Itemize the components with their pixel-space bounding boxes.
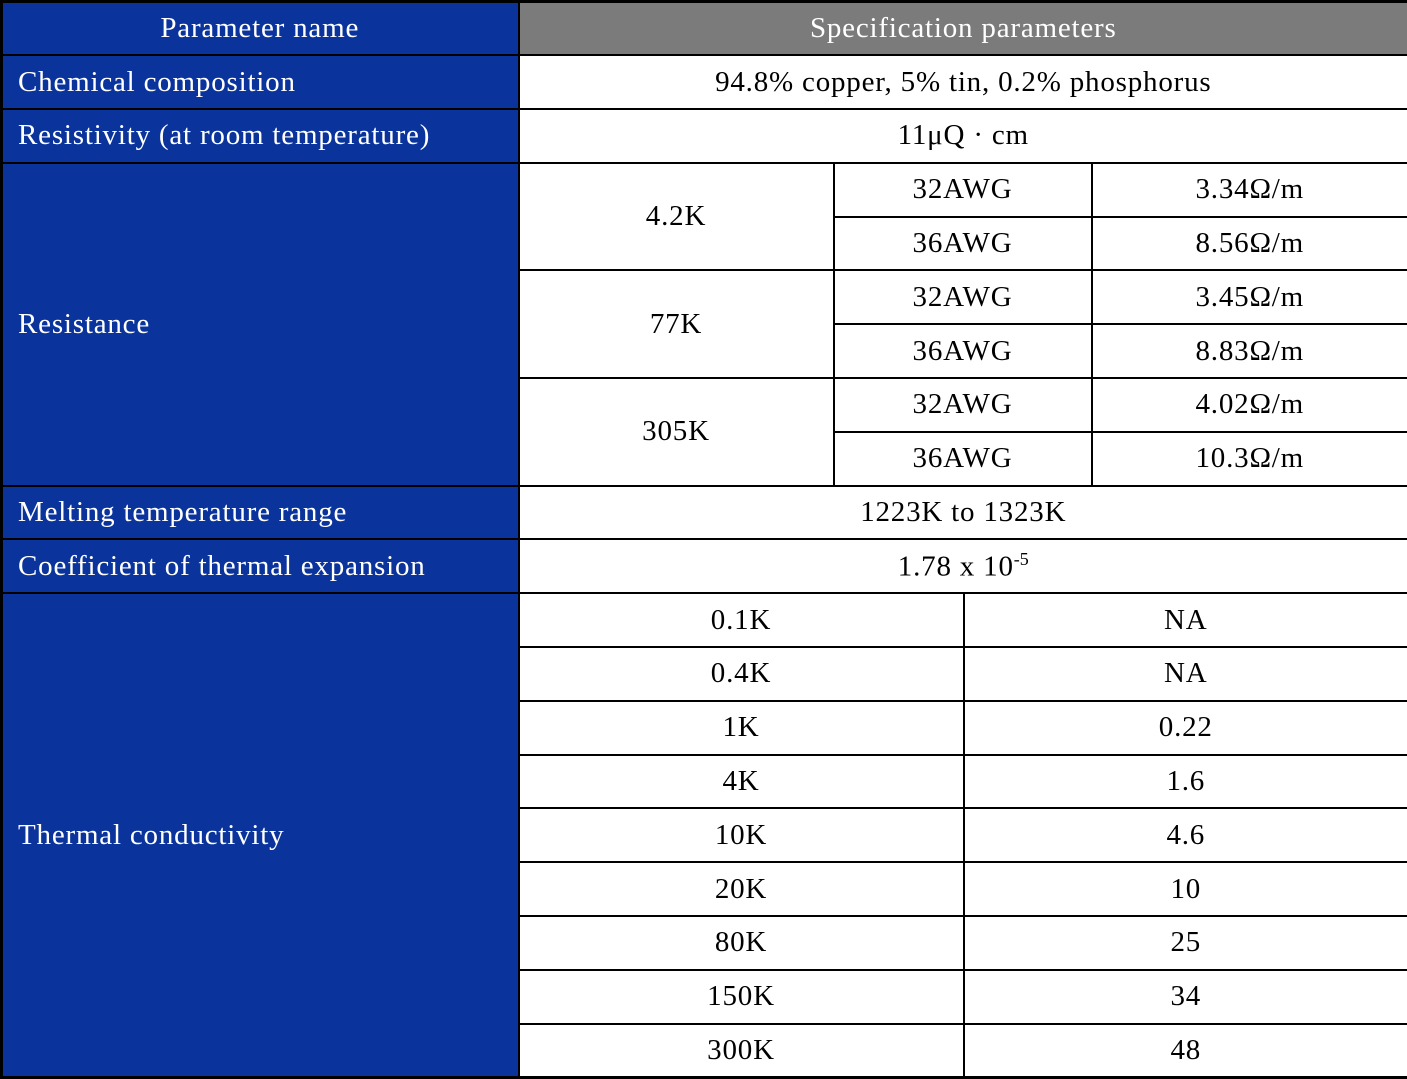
thermal-value-cell: 25 — [964, 916, 1407, 970]
thermal-value-cell: 34 — [964, 970, 1407, 1024]
param-label-thermal-expansion: Coefficient of thermal expansion — [2, 539, 519, 593]
thermal-value-cell: NA — [964, 593, 1407, 647]
thermal-temp-cell: 1K — [519, 701, 964, 755]
thermal-value-cell: 1.6 — [964, 755, 1407, 809]
param-label-melting-range: Melting temperature range — [2, 486, 519, 540]
resistance-gauge-cell: 32AWG — [834, 270, 1092, 324]
table-row: Chemical composition 94.8% copper, 5% ti… — [2, 55, 1407, 109]
thermal-temp-cell: 0.1K — [519, 593, 964, 647]
param-label-chemical-composition: Chemical composition — [2, 55, 519, 109]
header-row: Parameter name Specification parameters — [2, 2, 1407, 56]
table-row: Resistivity (at room temperature) 11μQ ·… — [2, 109, 1407, 163]
resistance-value-cell: 8.83Ω/m — [1092, 324, 1407, 378]
value-chemical-composition: 94.8% copper, 5% tin, 0.2% phosphorus — [519, 55, 1407, 109]
resistance-value-cell: 4.02Ω/m — [1092, 378, 1407, 432]
value-melting-range: 1223K to 1323K — [519, 486, 1407, 540]
spec-params-header: Specification parameters — [519, 2, 1407, 56]
resistance-temp-4-2k: 4.2K — [519, 163, 834, 271]
table-row: Resistance 4.2K 32AWG 3.34Ω/m — [2, 163, 1407, 217]
expansion-base: 1.78 x 10 — [898, 551, 1014, 583]
thermal-temp-cell: 10K — [519, 808, 964, 862]
thermal-temp-cell: 80K — [519, 916, 964, 970]
resistance-gauge-cell: 36AWG — [834, 432, 1092, 486]
expansion-exponent: -5 — [1014, 549, 1029, 569]
thermal-temp-cell: 150K — [519, 970, 964, 1024]
resistance-value-cell: 10.3Ω/m — [1092, 432, 1407, 486]
resistance-value-cell: 3.45Ω/m — [1092, 270, 1407, 324]
thermal-value-cell: 10 — [964, 862, 1407, 916]
thermal-value-cell: 4.6 — [964, 808, 1407, 862]
table-row: Coefficient of thermal expansion 1.78 x … — [2, 539, 1407, 593]
resistance-temp-77k: 77K — [519, 270, 834, 378]
table-row: Melting temperature range 1223K to 1323K — [2, 486, 1407, 540]
value-thermal-expansion: 1.78 x 10-5 — [519, 539, 1407, 593]
resistance-value-cell: 8.56Ω/m — [1092, 217, 1407, 271]
param-label-resistance: Resistance — [2, 163, 519, 486]
resistance-temp-305k: 305K — [519, 378, 834, 486]
resistance-gauge-cell: 32AWG — [834, 163, 1092, 217]
thermal-temp-cell: 20K — [519, 862, 964, 916]
thermal-temp-cell: 0.4K — [519, 647, 964, 701]
table-row: Thermal conductivity 0.1K NA — [2, 593, 1407, 647]
param-label-thermal-conductivity: Thermal conductivity — [2, 593, 519, 1077]
param-label-resistivity: Resistivity (at room temperature) — [2, 109, 519, 163]
thermal-value-cell: 48 — [964, 1024, 1407, 1078]
thermal-temp-cell: 300K — [519, 1024, 964, 1078]
value-resistivity: 11μQ · cm — [519, 109, 1407, 163]
resistance-gauge-cell: 36AWG — [834, 324, 1092, 378]
resistance-value-cell: 3.34Ω/m — [1092, 163, 1407, 217]
resistance-gauge-cell: 36AWG — [834, 217, 1092, 271]
param-name-header: Parameter name — [2, 2, 519, 56]
thermal-value-cell: 0.22 — [964, 701, 1407, 755]
thermal-temp-cell: 4K — [519, 755, 964, 809]
thermal-value-cell: NA — [964, 647, 1407, 701]
resistance-gauge-cell: 32AWG — [834, 378, 1092, 432]
